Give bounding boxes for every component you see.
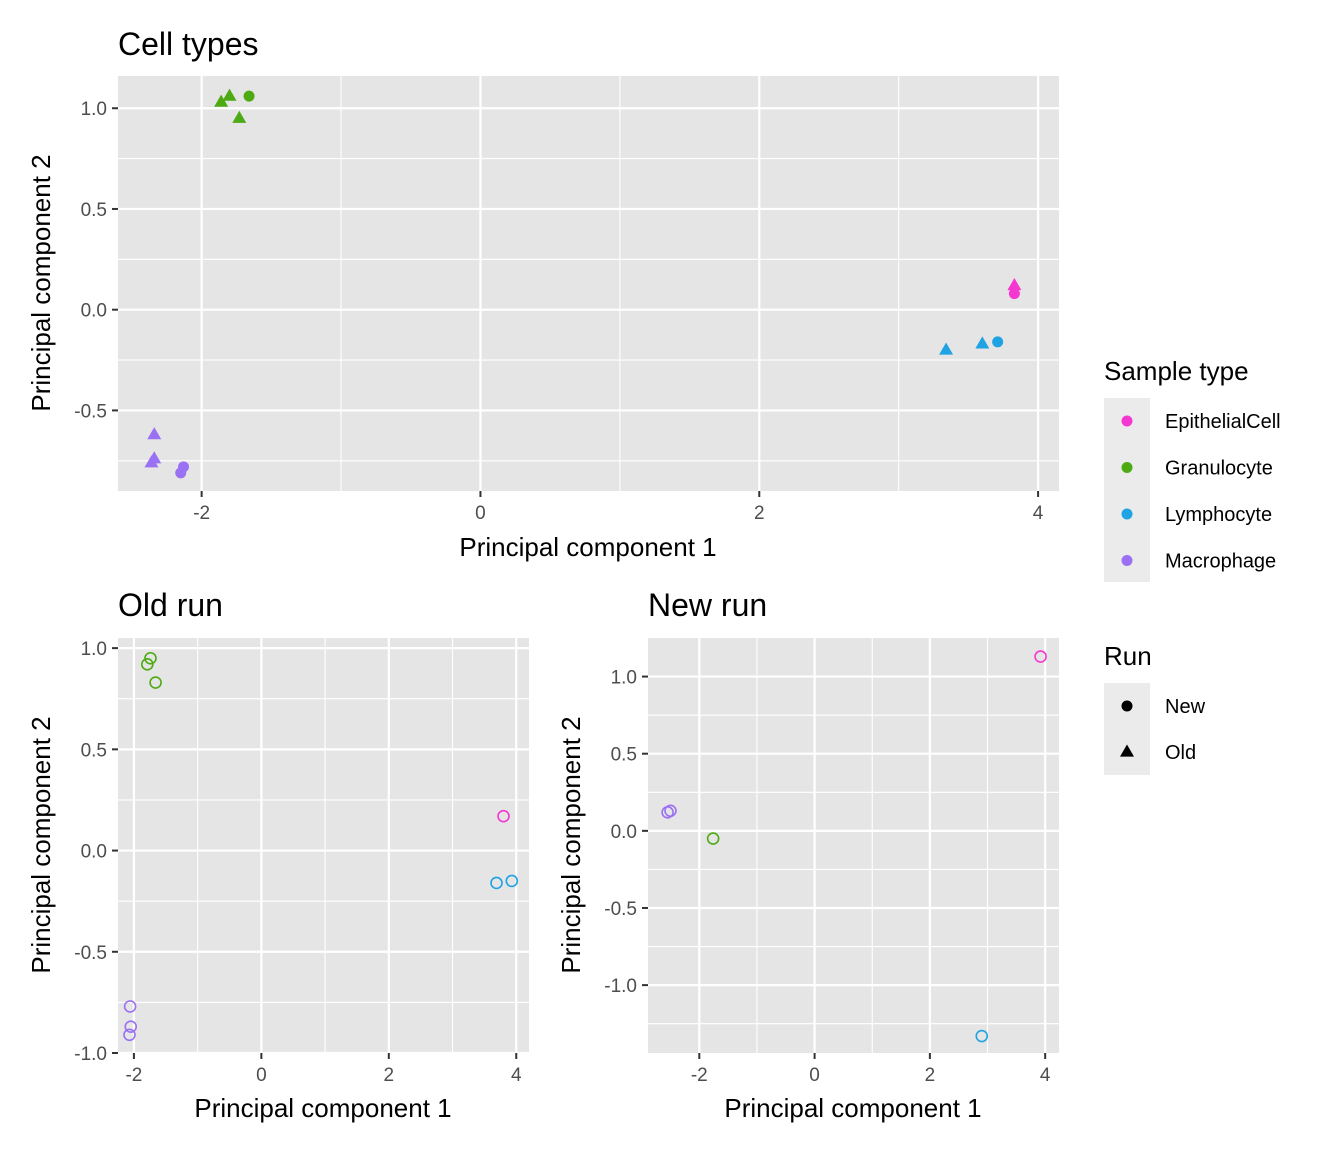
data-point xyxy=(141,658,154,671)
panel-title: New run xyxy=(648,587,767,623)
new-run-panel: New run -2 0 2 4 -1.0 -0.5 0.0 0.5 1.0 Principal… xyxy=(556,587,1059,1123)
y-tick-label: -1.0 xyxy=(74,1044,107,1065)
panel-title: Old run xyxy=(118,587,223,623)
cell-types-panel: Cell types -2 0 2 4 -0.5 0.0 0.5 1.0 Principal … xyxy=(26,26,1059,562)
x-tick-label: 4 xyxy=(511,1065,522,1086)
data-point xyxy=(706,832,720,845)
data-point xyxy=(664,804,677,818)
legend-key-background xyxy=(1104,683,1150,775)
y-tick-label: -1.0 xyxy=(604,976,637,997)
data-point-triangle xyxy=(1007,278,1022,291)
tick-labels: -2 0 2 4 -1.0 -0.5 0.0 0.5 1.0 xyxy=(74,639,522,1086)
data-point xyxy=(123,1000,137,1013)
y-tick-label: 1.0 xyxy=(611,668,637,689)
y-tick-label: 0.0 xyxy=(81,301,107,322)
plot-background xyxy=(118,76,1059,491)
legend-key-triangle xyxy=(1120,744,1134,757)
legend-key-background xyxy=(1104,398,1150,582)
y-tick-label: 0.0 xyxy=(81,842,107,863)
data-point xyxy=(123,1028,136,1042)
legend-label: Granulocyte xyxy=(1165,458,1273,480)
legend-title: Sample type xyxy=(1104,356,1249,386)
gridlines xyxy=(648,638,1059,1053)
x-tick-label: 0 xyxy=(475,503,486,524)
x-tick-label: 0 xyxy=(809,1065,820,1086)
y-tick-label: -0.5 xyxy=(604,899,637,920)
y-tick-label: 0.5 xyxy=(611,745,637,766)
y-tick-label: 0.0 xyxy=(611,822,637,843)
legend-title: Run xyxy=(1104,641,1152,671)
gridlines xyxy=(118,76,1059,491)
data-point-circle xyxy=(1008,288,1020,300)
data-points xyxy=(144,88,1022,479)
x-tick-label: -2 xyxy=(125,1065,142,1086)
x-axis-title: Principal component 1 xyxy=(459,532,716,562)
y-tick-label: 0.5 xyxy=(81,740,107,761)
data-point-triangle xyxy=(144,455,159,468)
data-point xyxy=(505,874,519,888)
legend-label: New xyxy=(1165,696,1206,718)
legend-key-circle xyxy=(1121,700,1133,712)
y-tick-label: 1.0 xyxy=(81,99,107,120)
data-point-circle xyxy=(243,90,255,102)
data-point-triangle xyxy=(939,342,954,355)
data-point xyxy=(497,809,510,823)
x-tick-label: 2 xyxy=(754,503,765,524)
y-tick-label: 1.0 xyxy=(81,639,107,660)
legend-label: Old xyxy=(1165,742,1196,764)
x-tick-label: -2 xyxy=(691,1065,708,1086)
y-tick-label: 0.5 xyxy=(81,200,107,221)
data-point xyxy=(124,1020,138,1033)
data-point-triangle xyxy=(214,94,229,107)
legend-label: Lymphocyte xyxy=(1165,504,1272,526)
old-run-panel: Old run -2 0 2 4 -1.0 -0.5 0.0 0.5 1.0 Principal… xyxy=(26,587,529,1123)
data-point-triangle xyxy=(975,336,990,349)
data-point-triangle xyxy=(232,110,247,123)
data-points xyxy=(661,650,1047,1043)
legend-key xyxy=(1121,462,1133,473)
data-point xyxy=(144,651,157,665)
plot-background xyxy=(118,638,529,1053)
y-tick-label: -0.5 xyxy=(74,401,107,422)
data-point-triangle xyxy=(147,427,162,440)
legend-items: New Old xyxy=(1120,696,1206,764)
x-tick-label: 4 xyxy=(1040,1065,1051,1086)
legend-label: EpithelialCell xyxy=(1165,411,1281,433)
data-point xyxy=(149,676,162,689)
legend-key xyxy=(1121,508,1133,520)
sample-type-legend: Sample type EpithelialCell Granulocyte Lym… xyxy=(1104,356,1281,582)
data-point-circle xyxy=(175,467,187,479)
y-axis-title: Principal component 2 xyxy=(556,716,586,973)
x-tick-label: 0 xyxy=(256,1065,267,1086)
x-tick-label: 2 xyxy=(925,1065,936,1086)
data-point xyxy=(975,1029,989,1043)
x-tick-label: 2 xyxy=(384,1065,395,1086)
legend-label: Macrophage xyxy=(1165,551,1276,573)
data-point xyxy=(1034,650,1047,663)
tick-labels: -2 0 2 4 -1.0 -0.5 0.0 0.5 1.0 xyxy=(604,668,1051,1086)
x-axis-title: Principal component 1 xyxy=(724,1093,981,1123)
x-axis-title: Principal component 1 xyxy=(194,1093,451,1123)
x-tick-label: -2 xyxy=(193,503,210,524)
legend-key xyxy=(1121,415,1133,427)
panel-title: Cell types xyxy=(118,26,259,62)
plot-background xyxy=(648,638,1059,1053)
data-points xyxy=(123,651,519,1042)
gridlines xyxy=(118,638,529,1055)
y-tick-label: -0.5 xyxy=(74,943,107,964)
data-point xyxy=(490,876,503,890)
data-point-circle xyxy=(992,336,1004,348)
y-axis-title: Principal component 2 xyxy=(26,716,56,973)
x-tick-label: 4 xyxy=(1033,503,1044,524)
tick-labels: -2 0 2 4 -0.5 0.0 0.5 1.0 xyxy=(74,99,1044,524)
legend-items: EpithelialCell Granulocyte Lymphocyte Macro… xyxy=(1121,411,1281,573)
data-point-triangle xyxy=(222,88,237,101)
run-legend: Run New Old xyxy=(1104,641,1206,775)
y-axis-title: Principal component 2 xyxy=(26,154,56,411)
legend-key xyxy=(1121,555,1133,566)
